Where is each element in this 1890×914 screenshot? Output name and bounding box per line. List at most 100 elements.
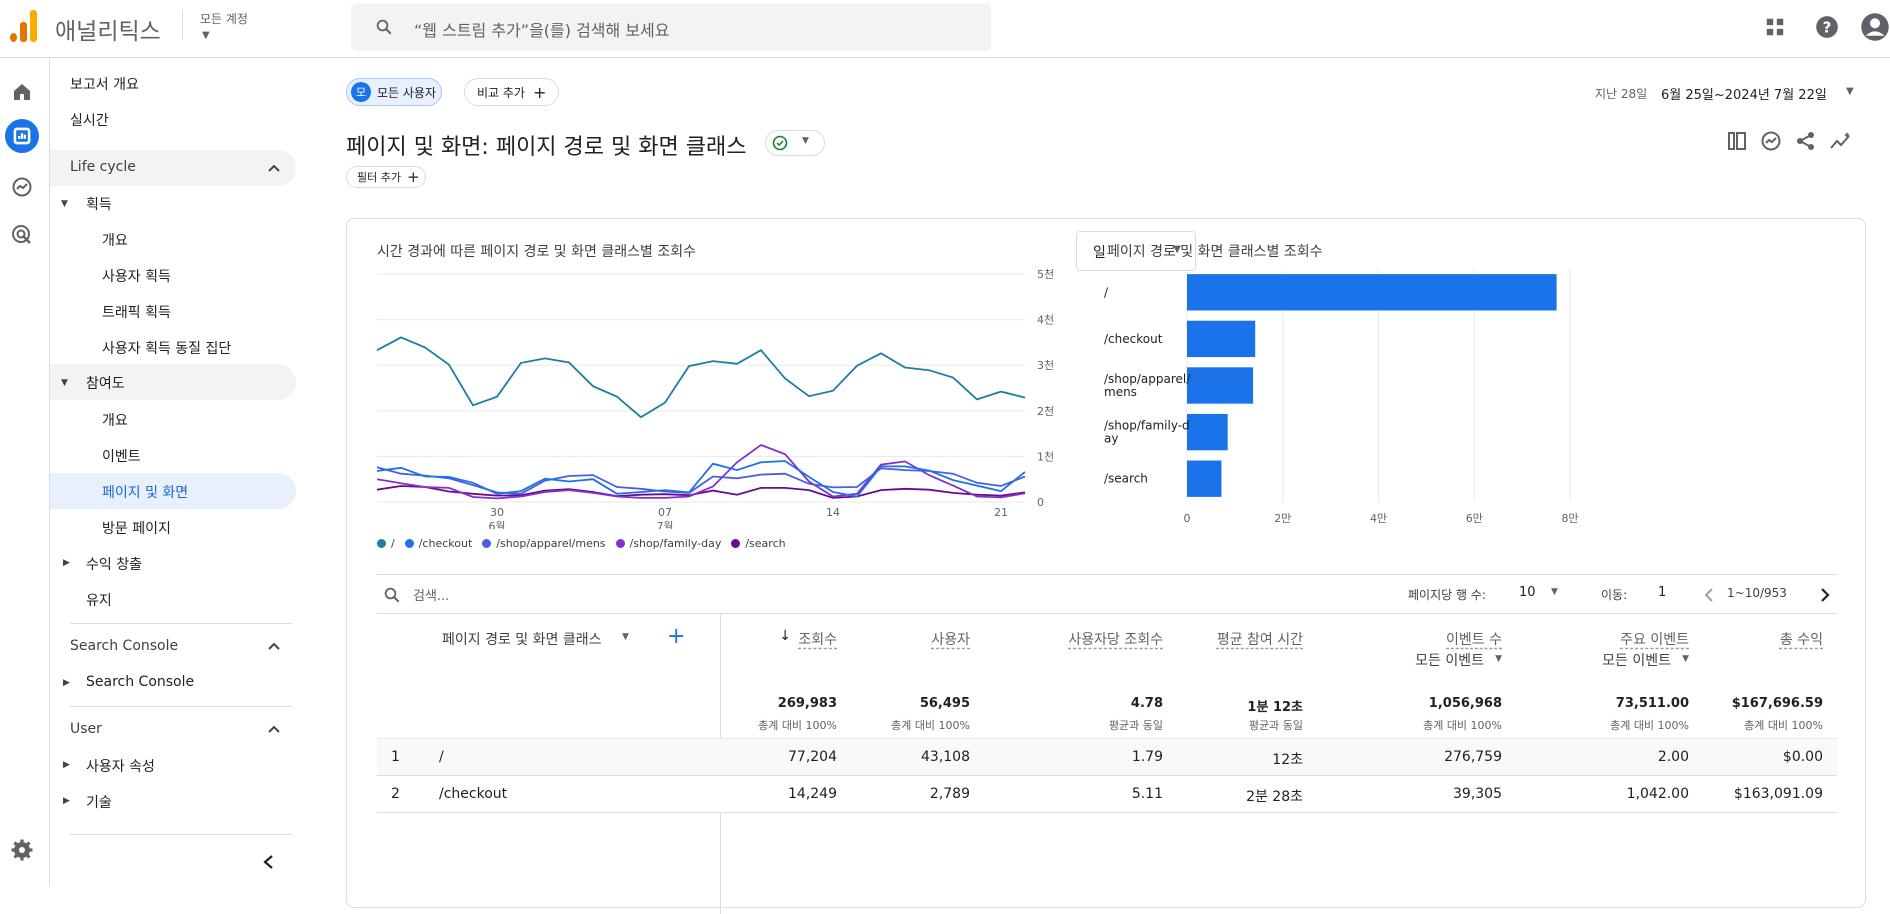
granularity-select[interactable]: 일 ▼ [1076, 231, 1196, 271]
collapse-chevron-icon[interactable] [268, 642, 280, 650]
reports-icon[interactable] [5, 119, 39, 153]
event-filter-select[interactable]: 모든 이벤트 [1415, 653, 1484, 669]
column-header[interactable]: 주요 이벤트 [1620, 632, 1689, 648]
event-filter-select[interactable]: 모든 이벤트 [1602, 653, 1671, 669]
next-page-icon[interactable] [1819, 587, 1831, 603]
nav-section-engagement[interactable] [50, 364, 296, 400]
nav-report-overview[interactable]: 보고서 개요 [70, 77, 139, 93]
search-box[interactable]: “웹 스트림 추가”을(를) 검색해 보세요 [351, 3, 991, 51]
nav-user-header[interactable]: User [70, 721, 102, 737]
table-search-input[interactable]: 검색... [413, 589, 450, 604]
date-range-picker[interactable]: 6월 25일~2024년 7월 22일 [1661, 88, 1827, 103]
bar-chart: 0 2만 4만 6만 8만 / /checkout/shop/apparel/mens/sh… [1104, 269, 1579, 525]
legend-item[interactable]: /shop/apparel/mens [482, 537, 606, 550]
table-row[interactable] [377, 776, 1837, 812]
goto-label: 이동: [1601, 588, 1628, 602]
nav-tech[interactable]: 기술 [86, 795, 112, 811]
add-filter-button[interactable]: 필터 추가 + [346, 166, 426, 188]
nav-eng-overview[interactable]: 개요 [102, 413, 128, 429]
legend-item[interactable]: /shop/family-day [615, 537, 721, 550]
nav-retention[interactable]: 유지 [86, 593, 112, 609]
analytics-logo-icon[interactable] [10, 10, 38, 42]
column-header[interactable]: 사용자당 조회수 [1068, 632, 1163, 648]
account-dropdown-icon[interactable]: ▼ [202, 30, 210, 41]
chevron-down-icon[interactable]: ▼ [1495, 654, 1502, 664]
chevron-down-icon[interactable]: ▼ [622, 632, 629, 642]
home-icon[interactable] [10, 80, 34, 104]
column-header[interactable]: 사용자 [931, 632, 970, 648]
column-header[interactable]: 평균 참여 시간 [1216, 632, 1303, 648]
advertising-icon[interactable] [10, 223, 34, 247]
nav-monetization[interactable]: 수익 창출 [86, 557, 142, 573]
app-name[interactable]: 애널리틱스 [55, 19, 161, 45]
nav-acquisition[interactable]: 획득 [86, 197, 112, 213]
page-path-cell[interactable]: / [439, 749, 444, 765]
metric-cell: 43,108 [921, 749, 970, 765]
share-icon[interactable] [1795, 130, 1817, 152]
nav-engagement[interactable]: 참여도 [86, 376, 125, 392]
customize-report-icon[interactable] [1726, 130, 1748, 152]
prev-page-icon[interactable] [1703, 587, 1715, 603]
nav-user-attributes[interactable]: 사용자 속성 [86, 759, 155, 775]
bar[interactable] [1187, 367, 1254, 404]
report-card: 시간 경과에 따른 페이지 경로 및 화면 클래스별 조회수 일 ▼ 5천 4천 3… [346, 218, 1866, 914]
nav-user-acquisition[interactable]: 사용자 획득 [102, 269, 171, 285]
bar[interactable] [1187, 460, 1222, 497]
collapse-chevron-icon[interactable] [268, 725, 280, 733]
add-comparison-button[interactable]: 비교 추가 + [464, 78, 559, 106]
trend-sparkle-icon[interactable] [1829, 130, 1853, 152]
expand-triangle-icon[interactable]: ▼ [61, 199, 68, 209]
row-index: 1 [391, 749, 400, 765]
table-row[interactable] [377, 739, 1837, 775]
collapsed-triangle-icon[interactable]: ▶ [63, 760, 70, 770]
collapsed-triangle-icon[interactable]: ▶ [63, 796, 70, 806]
apps-grid-icon[interactable] [1764, 16, 1786, 38]
collapse-chevron-icon[interactable] [268, 164, 280, 172]
column-header[interactable]: 조회수 [798, 632, 837, 648]
date-preset-label: 지난 28일 [1595, 87, 1648, 101]
legend-item[interactable]: /search [731, 537, 786, 550]
bar[interactable] [1187, 413, 1228, 451]
dimension-header[interactable]: 페이지 경로 및 화면 클래스 [442, 632, 602, 648]
nav-user-acq-cohort[interactable]: 사용자 획득 동질 집단 [102, 341, 232, 357]
nav-pages-screens[interactable]: 페이지 및 화면 [102, 485, 189, 501]
account-selector-label[interactable]: 모든 계정 [200, 12, 248, 26]
chevron-down-icon[interactable]: ▼ [1682, 654, 1689, 664]
help-icon[interactable]: ? [1814, 14, 1840, 40]
all-users-chip[interactable]: 모 모든 사용자 [346, 78, 442, 106]
nav-section-lifecycle[interactable] [50, 150, 296, 186]
column-header[interactable]: 이벤트 수 [1446, 632, 1502, 648]
search-input[interactable]: “웹 스트림 추가”을(를) 검색해 보세요 [414, 21, 670, 40]
nav-acq-overview[interactable]: 개요 [102, 233, 128, 249]
nav-traffic-acquisition[interactable]: 트래픽 획득 [102, 305, 171, 321]
bar[interactable] [1187, 274, 1557, 311]
rows-per-page-label: 페이지당 행 수: [1408, 588, 1486, 602]
collapsed-triangle-icon[interactable]: ▶ [63, 558, 70, 568]
legend-item[interactable]: / [377, 537, 395, 550]
expand-triangle-icon[interactable]: ▼ [61, 378, 68, 388]
add-dimension-plus-icon[interactable]: + [667, 624, 686, 649]
nav-realtime[interactable]: 실시간 [70, 113, 109, 129]
nav-lifecycle-header[interactable]: Life cycle [70, 159, 136, 175]
sort-arrow-icon[interactable]: ↓ [779, 628, 791, 644]
chevron-down-icon[interactable]: ▼ [1551, 587, 1558, 597]
goto-page-input[interactable]: 1 [1658, 585, 1667, 600]
legend-label: / [391, 537, 395, 550]
insights-icon[interactable] [1760, 130, 1782, 152]
rows-per-page-select[interactable]: 10 [1519, 585, 1536, 600]
nav-events[interactable]: 이벤트 [102, 449, 141, 465]
page-path-cell[interactable]: /checkout [439, 786, 508, 802]
legend-item[interactable]: /checkout [404, 537, 472, 550]
nav-search-console[interactable]: Search Console [86, 674, 195, 690]
date-dropdown-icon[interactable]: ▼ [1846, 86, 1854, 97]
collapse-nav-chevron-icon[interactable] [262, 854, 274, 870]
nav-landing-page[interactable]: 방문 페이지 [102, 521, 171, 537]
nav-search-console-header[interactable]: Search Console [70, 638, 179, 654]
bar[interactable] [1187, 320, 1256, 358]
report-status-chip[interactable]: ▼ [765, 130, 825, 156]
explore-icon[interactable] [10, 175, 34, 199]
collapsed-triangle-icon[interactable]: ▶ [63, 678, 70, 688]
settings-gear-icon[interactable] [10, 838, 34, 862]
column-header[interactable]: 총 수익 [1779, 632, 1823, 648]
account-avatar-icon[interactable] [1860, 12, 1890, 42]
